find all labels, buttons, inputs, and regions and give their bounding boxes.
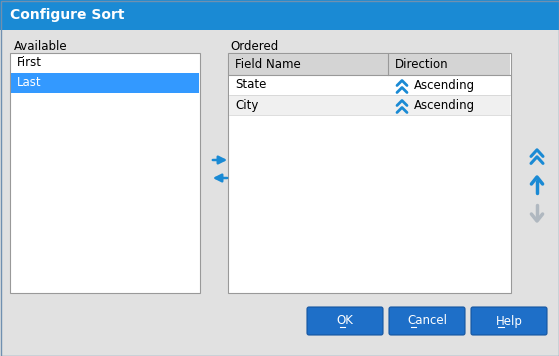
- FancyBboxPatch shape: [471, 307, 547, 335]
- Text: Help: Help: [496, 314, 523, 328]
- Text: Last: Last: [17, 77, 41, 89]
- Text: Cancel: Cancel: [407, 314, 447, 328]
- FancyBboxPatch shape: [228, 53, 511, 293]
- Text: Field Name: Field Name: [235, 58, 301, 71]
- Text: OK: OK: [337, 314, 353, 328]
- Text: State: State: [235, 79, 267, 91]
- FancyBboxPatch shape: [389, 307, 465, 335]
- FancyBboxPatch shape: [11, 73, 199, 93]
- Text: Configure Sort: Configure Sort: [10, 8, 125, 22]
- Text: Available: Available: [14, 40, 68, 52]
- Text: Ascending: Ascending: [414, 99, 475, 111]
- FancyBboxPatch shape: [0, 0, 559, 30]
- FancyBboxPatch shape: [229, 95, 510, 115]
- Text: Direction: Direction: [395, 58, 449, 71]
- Text: First: First: [17, 57, 42, 69]
- FancyBboxPatch shape: [307, 307, 383, 335]
- Text: City: City: [235, 99, 258, 111]
- FancyBboxPatch shape: [229, 75, 510, 95]
- FancyBboxPatch shape: [229, 54, 510, 75]
- Text: Ascending: Ascending: [414, 79, 475, 91]
- Text: Ordered: Ordered: [230, 40, 278, 52]
- FancyBboxPatch shape: [10, 53, 200, 293]
